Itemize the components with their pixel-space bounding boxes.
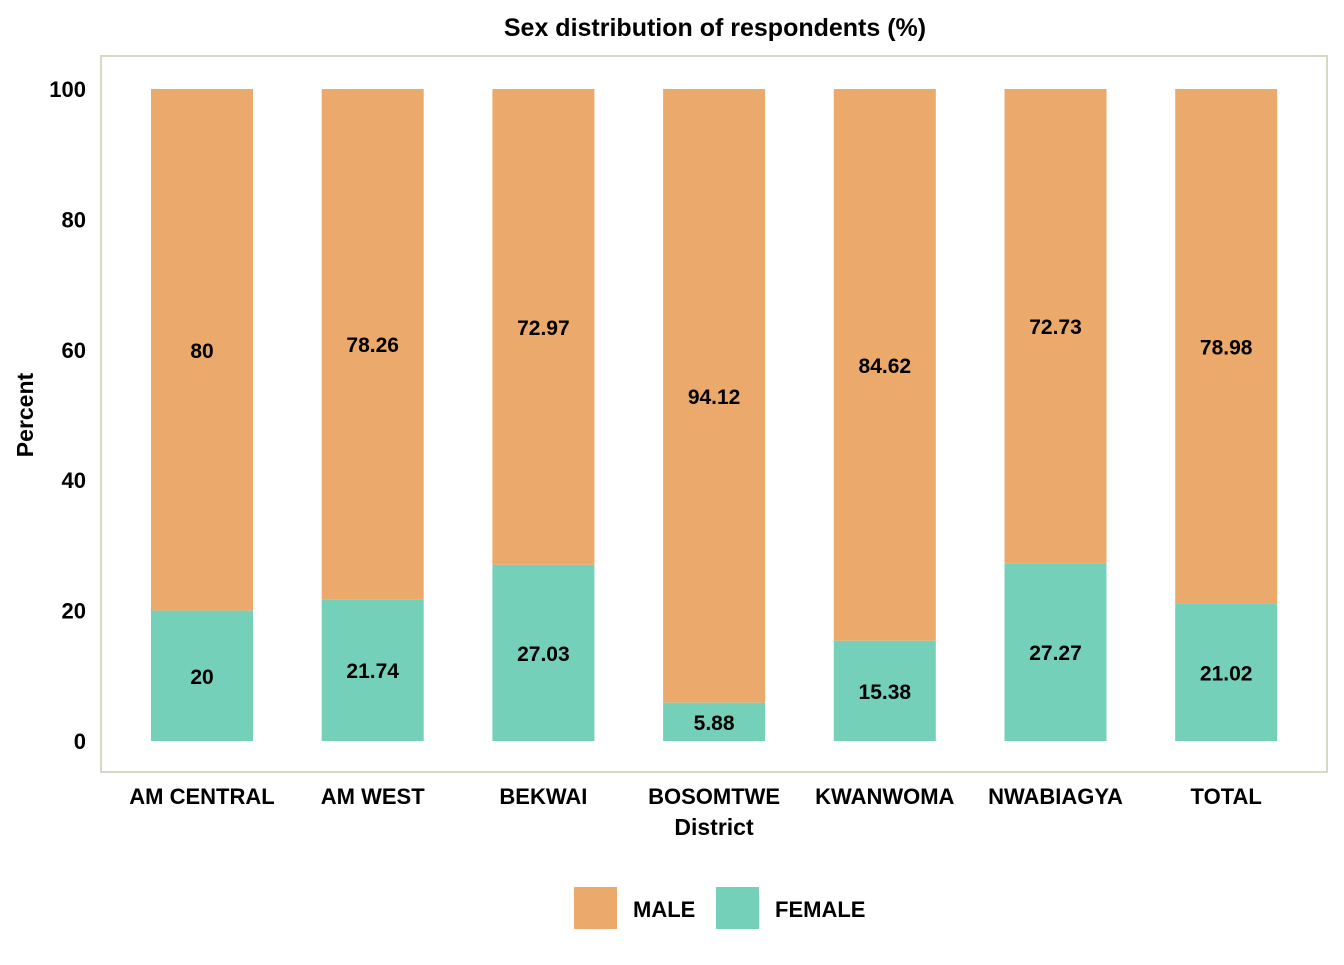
x-axis-ticks: AM CENTRAL AM WEST BEKWAI BOSOMTWE KWANWOMA N… [129,784,1262,809]
y-tick-label: 20 [62,599,86,624]
legend-swatch-male [574,887,617,929]
bar-male-kwanwoma [833,89,936,641]
y-tick-label: 60 [62,338,86,363]
x-tick-label: AM WEST [321,784,425,809]
x-tick-label: TOTAL [1191,784,1262,809]
bar-female-kwanwoma [833,640,936,741]
bar-female-total [1175,603,1278,741]
bar-male-am-west [321,89,424,600]
bar-value-label: 72.97 [517,317,570,340]
x-tick-label: BEKWAI [499,784,587,809]
bar-female-am-central [151,610,253,741]
chart-title: Sex distribution of respondents (%) [504,14,926,42]
x-tick-label: NWABIAGYA [988,784,1123,809]
bar-value-label: 5.88 [694,712,735,735]
bar-value-label: 80 [190,340,213,363]
bar-female-bosomtwe [663,702,766,741]
x-tick-label: AM CENTRAL [129,784,274,809]
bar-value-label: 94.12 [688,386,741,409]
bar-value-label: 72.73 [1029,316,1082,339]
bar-male-total [1175,89,1278,604]
y-tick-label: 80 [62,207,86,232]
bar-value-label: 27.27 [1029,642,1082,665]
bar-value-label: 20 [190,666,213,689]
bar-male-bekwai [492,89,595,565]
bar-value-label: 21.74 [346,660,399,683]
bar-male-bosomtwe [663,89,766,703]
bar-male-nwabiagya [1004,89,1107,564]
bar-value-label: 21.02 [1200,662,1253,685]
bar-value-label: 78.26 [346,334,399,357]
bar-value-labels: 20 80 21.74 78.26 27.03 72.97 5.88 94.12 15.38 84… [190,316,1252,735]
bar-value-label: 27.03 [517,643,570,666]
legend-label-female: FEMALE [775,897,865,922]
legend-label-male: MALE [633,897,695,922]
y-tick-label: 0 [74,729,86,754]
legend-swatch-female [716,887,759,929]
bar-value-label: 84.62 [859,355,912,378]
bar-male-am-central [151,89,253,611]
legend: MALE FEMALE [574,887,865,929]
bar-value-label: 78.98 [1200,336,1253,359]
bar-value-label: 15.38 [859,681,912,704]
bar-female-am-west [321,599,424,741]
y-tick-label: 100 [49,77,86,102]
plot-panel-border [100,55,1328,773]
x-tick-label: BOSOMTWE [648,784,780,809]
y-axis-ticks: 0 20 40 60 80 100 [49,77,86,754]
bars-group [151,89,1278,741]
x-axis-title: District [674,814,754,840]
x-tick-label: KWANWOMA [815,784,954,809]
y-axis-title: Percent [12,372,38,457]
bar-female-bekwai [492,564,595,741]
bar-female-nwabiagya [1004,563,1107,741]
y-tick-label: 40 [62,468,86,493]
